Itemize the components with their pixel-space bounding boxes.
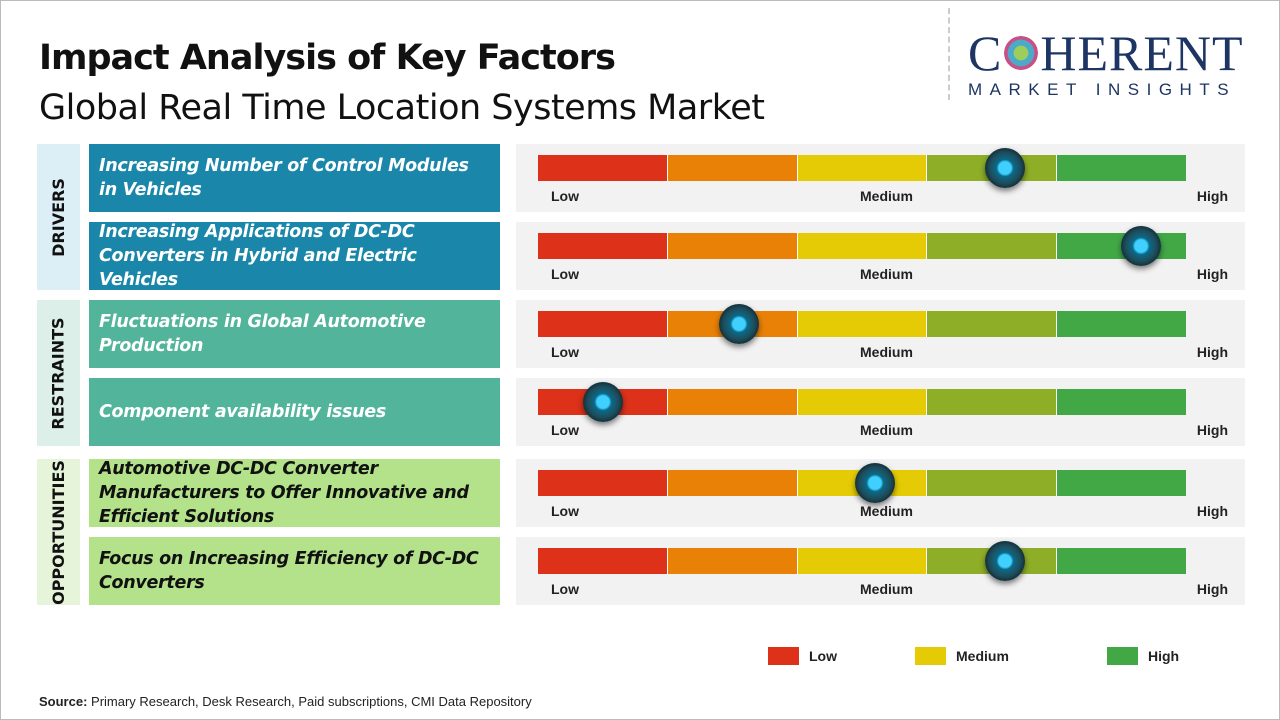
gauge-segment: [667, 470, 798, 496]
group-label-opportunities: OPPORTUNITIES: [37, 459, 80, 605]
scale-high: High: [1196, 266, 1228, 282]
scale-low: Low: [551, 266, 579, 282]
scale-low: Low: [551, 581, 579, 597]
gauge-segment: [538, 311, 668, 337]
impact-gauge: Low Medium High: [516, 222, 1245, 290]
gauge-segment: [797, 233, 928, 259]
gauge-segment: [927, 470, 1058, 496]
scale-high: High: [1196, 503, 1228, 519]
scale-low: Low: [551, 503, 579, 519]
group-label-restraints: RESTRAINTS: [37, 300, 80, 446]
gauge-segment: [538, 470, 668, 496]
gauge-bar: [538, 389, 1186, 415]
impact-gauge: Low Medium High: [516, 459, 1245, 527]
gauge-bar: [538, 311, 1186, 337]
gauge-segment: [1057, 311, 1186, 337]
impact-gauge: Low Medium High: [516, 144, 1245, 212]
gauge-segment: [927, 311, 1058, 337]
gauge-segment: [667, 155, 798, 181]
gauge-segment: [797, 548, 928, 574]
logo: C HERENT MARKET INSIGHTS: [968, 25, 1244, 99]
factor-label: Increasing Applications of DC-DC Convert…: [89, 222, 500, 290]
legend-low: Low: [768, 647, 837, 665]
gauge-bar: [538, 155, 1186, 181]
gauge-segment: [797, 155, 928, 181]
gauge-segment: [667, 548, 798, 574]
source-note: Source: Primary Research, Desk Research,…: [39, 694, 532, 709]
globe-icon: [1004, 36, 1039, 70]
scale-high: High: [1196, 581, 1228, 597]
impact-marker: [582, 382, 623, 422]
gauge-segment: [1057, 548, 1186, 574]
gauge-segment: [538, 233, 668, 259]
divider: [948, 8, 950, 100]
factor-label: Increasing Number of Control Modules in …: [89, 144, 500, 212]
gauge-segment: [538, 155, 668, 181]
scale-medium: Medium: [860, 344, 913, 360]
group-label-drivers: DRIVERS: [37, 144, 80, 290]
gauge-segment: [667, 233, 798, 259]
scale-high: High: [1196, 188, 1228, 204]
scale-high: High: [1196, 344, 1228, 360]
legend-high: High: [1107, 647, 1179, 665]
impact-marker: [854, 463, 895, 503]
impact-gauge: Low Medium High: [516, 537, 1245, 605]
scale-medium: Medium: [860, 581, 913, 597]
factor-label: Fluctuations in Global Automotive Produc…: [89, 300, 500, 368]
gauge-segment: [538, 548, 668, 574]
impact-marker: [984, 148, 1025, 188]
scale-medium: Medium: [860, 422, 913, 438]
impact-gauge: Low Medium High: [516, 300, 1245, 368]
gauge-segment: [797, 311, 928, 337]
impact-gauge: Low Medium High: [516, 378, 1245, 446]
factor-label: Focus on Increasing Efficiency of DC-DC …: [89, 537, 500, 605]
scale-medium: Medium: [860, 188, 913, 204]
factor-label: Automotive DC-DC Converter Manufacturers…: [89, 459, 500, 527]
gauge-segment: [667, 389, 798, 415]
gauge-segment: [1057, 470, 1186, 496]
gauge-segment: [797, 389, 928, 415]
legend-medium: Medium: [915, 647, 1009, 665]
scale-low: Low: [551, 344, 579, 360]
scale-medium: Medium: [860, 503, 913, 519]
gauge-segment: [1057, 155, 1186, 181]
gauge-bar: [538, 548, 1186, 574]
gauge-segment: [1057, 389, 1186, 415]
impact-marker: [984, 541, 1025, 581]
scale-medium: Medium: [860, 266, 913, 282]
gauge-segment: [927, 233, 1058, 259]
impact-marker: [718, 304, 759, 344]
factor-label: Component availability issues: [89, 378, 500, 446]
chart-title: Impact Analysis of Key Factors: [39, 38, 616, 78]
chart-subtitle: Global Real Time Location Systems Market: [39, 88, 765, 128]
scale-high: High: [1196, 422, 1228, 438]
gauge-segment: [927, 389, 1058, 415]
scale-low: Low: [551, 422, 579, 438]
impact-marker: [1120, 226, 1161, 266]
gauge-bar: [538, 233, 1186, 259]
scale-low: Low: [551, 188, 579, 204]
